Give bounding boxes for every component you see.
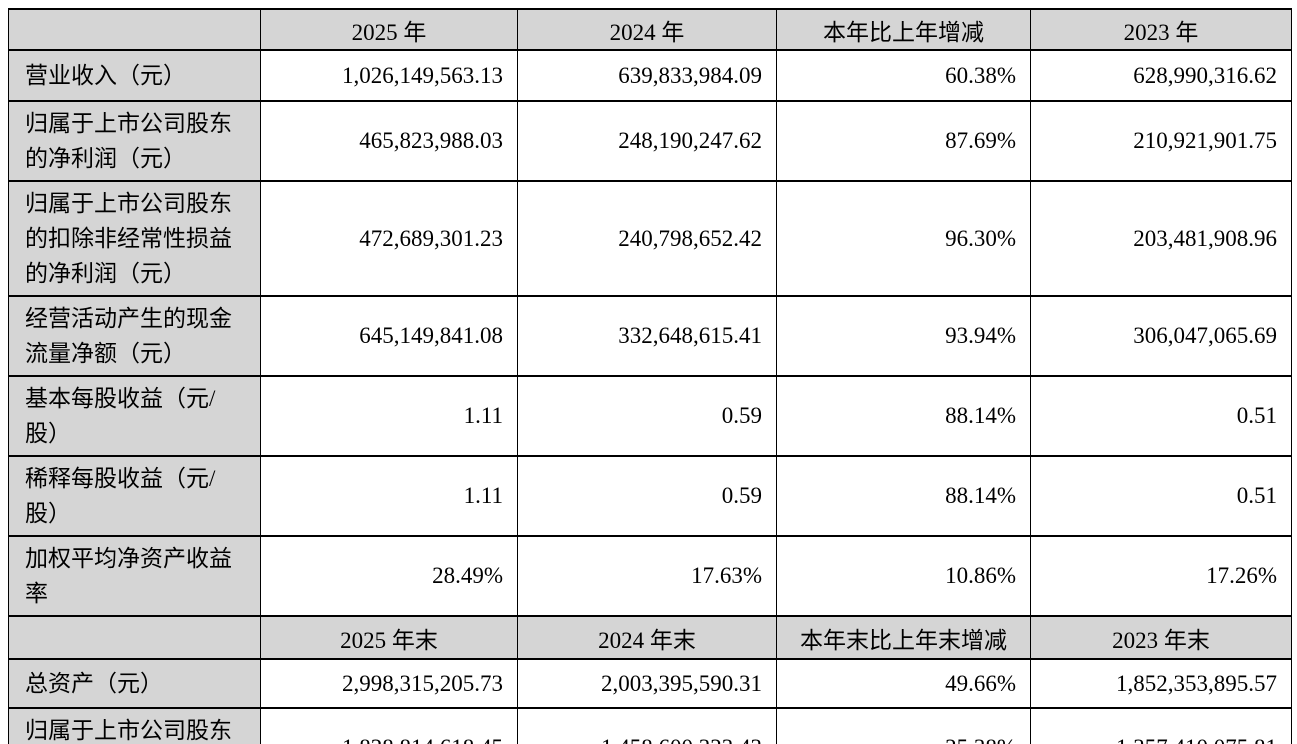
row-label: 归属于上市公司股东 的扣除非经常性损益 的净利润（元） bbox=[8, 180, 261, 297]
cell-value: 17.63% bbox=[517, 535, 777, 617]
row-label: 营业收入（元） bbox=[8, 49, 261, 102]
cell-value: 1,852,353,895.57 bbox=[1030, 658, 1292, 709]
row-label: 归属于上市公司股东 的净利润（元） bbox=[8, 100, 261, 182]
cell-value: 1.11 bbox=[260, 375, 518, 457]
cell-value: 0.59 bbox=[517, 375, 777, 457]
cell-value: 240,798,652.42 bbox=[517, 180, 777, 297]
table-row-operating-revenue: 营业收入（元） 1,026,149,563.13 639,833,984.09 … bbox=[8, 49, 1292, 102]
cell-value: 49.66% bbox=[776, 658, 1031, 709]
column-header-2024: 2024 年 bbox=[517, 8, 777, 51]
row-label: 经营活动产生的现金 流量净额（元） bbox=[8, 295, 261, 377]
column-header-2025: 2025 年 bbox=[260, 8, 518, 51]
column-header-yoy-change: 本年比上年增减 bbox=[776, 8, 1031, 51]
cell-value: 96.30% bbox=[776, 180, 1031, 297]
table-row-net-profit-attributable: 归属于上市公司股东 的净利润（元） 465,823,988.03 248,190… bbox=[8, 100, 1292, 182]
cell-value: 25.38% bbox=[776, 707, 1031, 744]
cell-value: 1.11 bbox=[260, 455, 518, 537]
cell-value: 306,047,065.69 bbox=[1030, 295, 1292, 377]
cell-value: 93.94% bbox=[776, 295, 1031, 377]
cell-value: 1,458,600,323.43 bbox=[517, 707, 777, 744]
cell-value: 203,481,908.96 bbox=[1030, 180, 1292, 297]
cell-value: 1,026,149,563.13 bbox=[260, 49, 518, 102]
cell-value: 1,828,814,618.45 bbox=[260, 707, 518, 744]
cell-value: 28.49% bbox=[260, 535, 518, 617]
cell-value: 465,823,988.03 bbox=[260, 100, 518, 182]
cell-value: 0.51 bbox=[1030, 375, 1292, 457]
cell-value: 88.14% bbox=[776, 375, 1031, 457]
table-header-row-annual: 2025 年 2024 年 本年比上年增减 2023 年 bbox=[8, 8, 1292, 51]
cell-value: 10.86% bbox=[776, 535, 1031, 617]
row-label: 稀释每股收益（元/ 股） bbox=[8, 455, 261, 537]
column-header-2025-end: 2025 年末 bbox=[260, 615, 518, 660]
table-row-weighted-avg-roe: 加权平均净资产收益 率 28.49% 17.63% 10.86% 17.26% bbox=[8, 535, 1292, 617]
cell-value: 2,998,315,205.73 bbox=[260, 658, 518, 709]
table-row-basic-eps: 基本每股收益（元/ 股） 1.11 0.59 88.14% 0.51 bbox=[8, 375, 1292, 457]
column-header-2023: 2023 年 bbox=[1030, 8, 1292, 51]
row-label: 总资产（元） bbox=[8, 658, 261, 709]
cell-value: 2,003,395,590.31 bbox=[517, 658, 777, 709]
cell-value: 88.14% bbox=[776, 455, 1031, 537]
cell-value: 87.69% bbox=[776, 100, 1031, 182]
cell-value: 639,833,984.09 bbox=[517, 49, 777, 102]
row-label: 基本每股收益（元/ 股） bbox=[8, 375, 261, 457]
column-header-2024-end: 2024 年末 bbox=[517, 615, 777, 660]
cell-value: 17.26% bbox=[1030, 535, 1292, 617]
row-label: 加权平均净资产收益 率 bbox=[8, 535, 261, 617]
cell-value: 1,357,410,075.81 bbox=[1030, 707, 1292, 744]
table-row-operating-cash-flow: 经营活动产生的现金 流量净额（元） 645,149,841.08 332,648… bbox=[8, 295, 1292, 377]
table-row-net-assets-attributable: 归属于上市公司股东 的净资产（元） 1,828,814,618.45 1,458… bbox=[8, 707, 1292, 744]
table-row-total-assets: 总资产（元） 2,998,315,205.73 2,003,395,590.31… bbox=[8, 658, 1292, 709]
row-label: 归属于上市公司股东 的净资产（元） bbox=[8, 707, 261, 744]
cell-value: 210,921,901.75 bbox=[1030, 100, 1292, 182]
header-corner-cell bbox=[8, 8, 261, 51]
column-header-2023-end: 2023 年末 bbox=[1030, 615, 1292, 660]
cell-value: 332,648,615.41 bbox=[517, 295, 777, 377]
cell-value: 0.51 bbox=[1030, 455, 1292, 537]
financial-indicators-table: 2025 年 2024 年 本年比上年增减 2023 年 营业收入（元） 1,0… bbox=[8, 8, 1292, 744]
header-corner-cell bbox=[8, 615, 261, 660]
cell-value: 645,149,841.08 bbox=[260, 295, 518, 377]
table-row-diluted-eps: 稀释每股收益（元/ 股） 1.11 0.59 88.14% 0.51 bbox=[8, 455, 1292, 537]
table-header-row-period-end: 2025 年末 2024 年末 本年末比上年末增减 2023 年末 bbox=[8, 615, 1292, 660]
table-row-net-profit-excl-nonrecurring: 归属于上市公司股东 的扣除非经常性损益 的净利润（元） 472,689,301.… bbox=[8, 180, 1292, 297]
cell-value: 0.59 bbox=[517, 455, 777, 537]
column-header-end-yoy-change: 本年末比上年末增减 bbox=[776, 615, 1031, 660]
cell-value: 60.38% bbox=[776, 49, 1031, 102]
cell-value: 628,990,316.62 bbox=[1030, 49, 1292, 102]
cell-value: 472,689,301.23 bbox=[260, 180, 518, 297]
cell-value: 248,190,247.62 bbox=[517, 100, 777, 182]
